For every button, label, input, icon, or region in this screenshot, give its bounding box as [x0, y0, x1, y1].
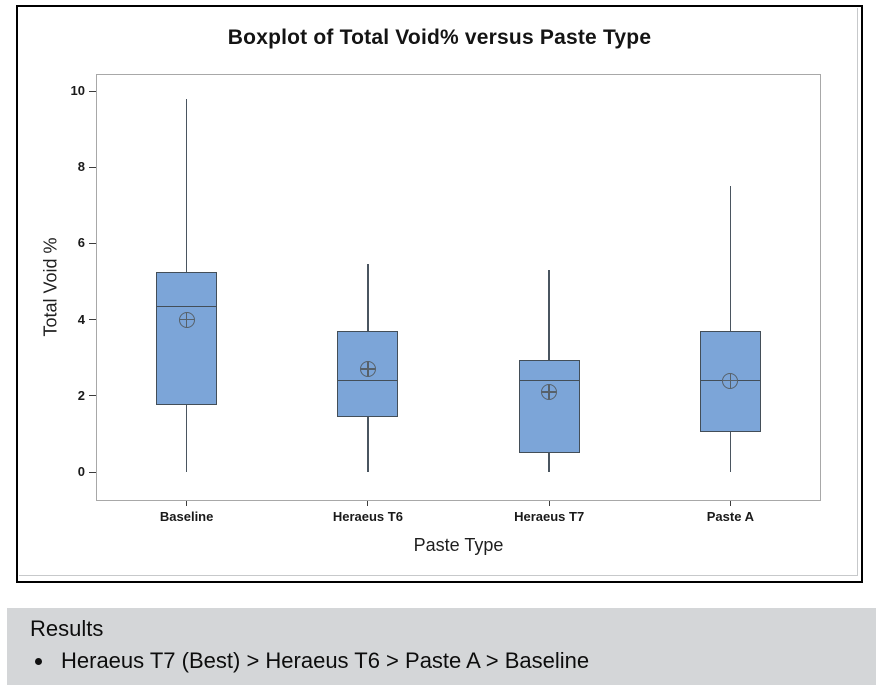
plot-area: [96, 74, 821, 501]
panel-inner-edge: [19, 8, 858, 576]
results-bullet-row: Heraeus T7 (Best) > Heraeus T6 > Paste A…: [30, 647, 876, 674]
y-axis-title: Total Void %: [40, 237, 61, 337]
results-panel: Results Heraeus T7 (Best) > Heraeus T6 >…: [7, 608, 876, 685]
results-bullet-text: Heraeus T7 (Best) > Heraeus T6 > Paste A…: [61, 648, 590, 673]
x-axis-title: Paste Type: [413, 535, 504, 555]
chart-title: Boxplot of Total Void% versus Paste Type: [227, 26, 652, 49]
bullet-icon: [35, 658, 42, 665]
results-heading: Results: [30, 616, 104, 641]
